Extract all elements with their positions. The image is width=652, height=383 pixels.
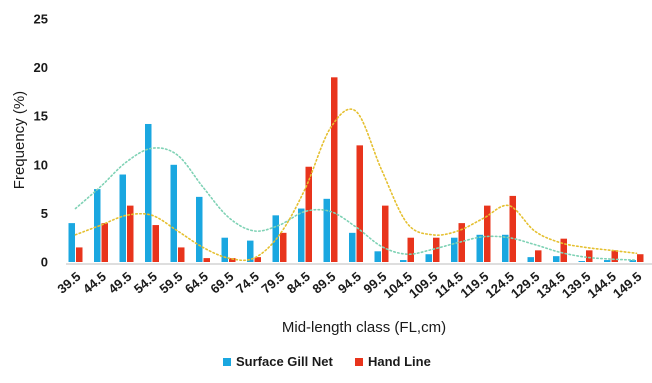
trend-line-hand-line xyxy=(74,108,638,262)
bar-hand-line-54-5 xyxy=(152,225,159,262)
bar-hand-line-84-5 xyxy=(305,166,312,262)
bar-hand-line-114-5 xyxy=(458,223,465,262)
x-tick-label: 114.5 xyxy=(432,269,466,301)
bar-hand-line-64-5 xyxy=(203,258,210,262)
bar-surface-gill-net-69-5 xyxy=(221,237,228,262)
x-tick-label: 39.5 xyxy=(54,269,83,297)
bar-hand-line-139-5 xyxy=(586,250,593,262)
y-axis-title: Frequency (%) xyxy=(11,91,28,189)
legend-label: Surface Gill Net xyxy=(236,354,333,369)
bar-hand-line-134-5 xyxy=(560,238,567,262)
bar-surface-gill-net-49-5 xyxy=(119,174,126,262)
y-tick-label: 0 xyxy=(41,255,48,270)
legend-swatch xyxy=(223,358,231,366)
bar-surface-gill-net-64-5 xyxy=(196,196,203,262)
bar-hand-line-44-5 xyxy=(101,223,108,262)
bar-surface-gill-net-39-5 xyxy=(68,223,75,262)
bar-surface-gill-net-139-5 xyxy=(578,261,585,262)
bar-surface-gill-net-109-5 xyxy=(425,254,432,262)
bar-surface-gill-net-44-5 xyxy=(94,189,101,262)
x-tick-label: 109.5 xyxy=(406,269,441,301)
bar-surface-gill-net-124-5 xyxy=(502,234,509,262)
bar-hand-line-49-5 xyxy=(127,205,134,262)
x-tick-label: 79.5 xyxy=(258,269,287,297)
bar-surface-gill-net-129-5 xyxy=(527,257,534,262)
bar-hand-line-119-5 xyxy=(484,205,491,262)
bar-surface-gill-net-84-5 xyxy=(298,208,305,262)
bar-surface-gill-net-59-5 xyxy=(170,164,177,262)
bar-hand-line-144-5 xyxy=(611,250,618,262)
y-tick-label: 10 xyxy=(34,157,48,172)
x-tick-label: 49.5 xyxy=(105,269,134,297)
trend-lines xyxy=(74,108,638,262)
bar-hand-line-79-5 xyxy=(280,232,287,262)
x-tick-label: 69.5 xyxy=(207,269,236,297)
bar-surface-gill-net-119-5 xyxy=(476,234,483,262)
bar-hand-line-104-5 xyxy=(407,237,414,262)
bar-hand-line-94-5 xyxy=(356,145,363,262)
x-tick-label: 139.5 xyxy=(559,269,594,301)
x-tick-label: 84.5 xyxy=(284,269,313,297)
bar-hand-line-149-5 xyxy=(637,254,644,262)
bar-surface-gill-net-134-5 xyxy=(553,256,560,262)
x-tick-label: 59.5 xyxy=(156,269,185,297)
x-tick-label: 129.5 xyxy=(508,269,543,301)
bar-surface-gill-net-54-5 xyxy=(145,123,152,262)
y-tick-label: 20 xyxy=(34,60,48,75)
bar-hand-line-39-5 xyxy=(76,247,83,262)
bar-hand-line-69-5 xyxy=(229,258,236,262)
y-tick-label: 25 xyxy=(34,12,48,27)
x-tick-label: 44.5 xyxy=(80,269,109,297)
bar-surface-gill-net-74-5 xyxy=(247,240,254,262)
x-tick-label: 134.5 xyxy=(533,269,568,301)
x-tick-label: 74.5 xyxy=(233,269,262,297)
y-axis-ticks: 0 5 10 15 20 25 xyxy=(34,12,48,270)
bar-hand-line-89-5 xyxy=(331,77,338,262)
x-tick-label: 54.5 xyxy=(131,269,160,297)
bar-surface-gill-net-99-5 xyxy=(374,251,381,262)
x-tick-label: 124.5 xyxy=(482,269,517,301)
legend-label: Hand Line xyxy=(368,354,431,369)
bar-hand-line-74-5 xyxy=(254,257,261,262)
x-tick-label: 144.5 xyxy=(584,269,619,301)
legend: Surface Gill Net Hand Line xyxy=(223,354,431,369)
x-tick-label: 149.5 xyxy=(610,269,645,301)
x-tick-label: 94.5 xyxy=(335,269,364,297)
bar-surface-gill-net-104-5 xyxy=(400,260,407,262)
x-axis-ticks: 39.544.549.554.559.564.569.574.579.584.5… xyxy=(54,269,644,301)
legend-swatch xyxy=(355,358,363,366)
y-tick-label: 15 xyxy=(34,109,48,124)
x-tick-label: 64.5 xyxy=(182,269,211,297)
bar-hand-line-99-5 xyxy=(382,205,389,262)
bar-hand-line-124-5 xyxy=(509,195,516,262)
bar-surface-gill-net-89-5 xyxy=(323,198,330,262)
x-tick-label: 89.5 xyxy=(309,269,338,297)
bar-surface-gill-net-114-5 xyxy=(451,237,458,262)
bar-hand-line-129-5 xyxy=(535,250,542,262)
bar-surface-gill-net-94-5 xyxy=(349,232,356,262)
bar-hand-line-59-5 xyxy=(178,247,185,262)
bar-surface-gill-net-144-5 xyxy=(604,260,611,262)
y-tick-label: 5 xyxy=(41,206,48,221)
x-tick-label: 104.5 xyxy=(380,269,415,301)
bar-hand-line-109-5 xyxy=(433,237,440,262)
x-axis-title: Mid-length class (FL,cm) xyxy=(282,319,446,336)
bars xyxy=(68,77,644,262)
trend-line-surface-gill-net xyxy=(74,147,638,261)
bar-surface-gill-net-149-5 xyxy=(629,260,636,262)
